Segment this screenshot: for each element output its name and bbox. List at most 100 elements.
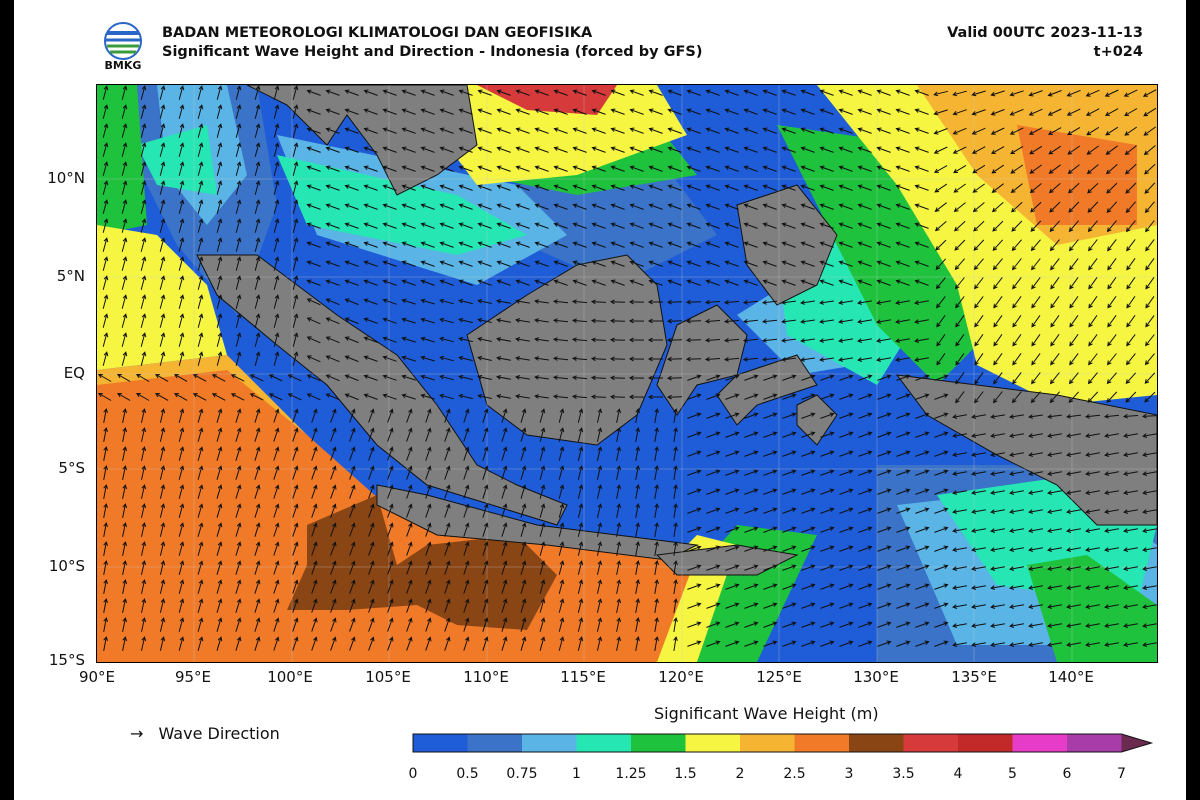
wave-arrow — [330, 484, 337, 499]
wave-arrow — [116, 392, 131, 401]
wave-arrow — [723, 337, 740, 343]
wave-arrow — [577, 522, 584, 537]
wave-arrow — [235, 484, 242, 499]
wave-arrow — [590, 394, 607, 400]
wave-arrow — [914, 319, 929, 324]
wave-arrow — [520, 579, 527, 594]
wave-arrow — [858, 526, 873, 533]
wave-arrow — [800, 338, 815, 343]
wave-arrow — [439, 317, 454, 324]
wave-arrow — [1010, 183, 1023, 194]
wave-arrow — [496, 394, 511, 399]
wave-arrow — [121, 275, 128, 290]
wave-arrow — [687, 545, 702, 552]
wave-arrow — [178, 218, 185, 233]
wave-arrow — [629, 108, 644, 115]
wave-arrow — [292, 522, 299, 537]
wave-arrow — [801, 374, 816, 381]
wave-arrow — [706, 412, 721, 419]
wave-arrow — [197, 180, 204, 195]
wave-arrow — [820, 488, 835, 495]
wave-arrow — [273, 199, 280, 214]
wave-arrow — [140, 256, 147, 271]
wave-arrow — [648, 279, 663, 286]
wave-arrow — [596, 617, 603, 632]
wave-arrow — [725, 602, 740, 609]
wave-arrow — [1145, 277, 1155, 290]
wave-arrow — [368, 484, 375, 499]
wave-arrow — [876, 127, 891, 134]
wave-arrow — [552, 375, 569, 380]
wave-arrow — [1145, 334, 1155, 347]
wave-arrow — [629, 89, 644, 96]
wave-arrow — [990, 604, 1005, 609]
wave-arrow — [706, 507, 721, 514]
wave-arrow — [122, 522, 128, 537]
wave-arrow — [515, 375, 530, 380]
wave-arrow — [971, 146, 986, 154]
wave-arrow — [915, 507, 930, 514]
wave-arrow — [273, 161, 280, 176]
wave-arrow — [706, 488, 721, 495]
wave-arrow — [292, 636, 299, 651]
wave-map[interactable] — [96, 84, 1158, 663]
wave-arrow — [724, 279, 739, 286]
wave-arrow — [974, 391, 984, 404]
wave-arrow — [706, 564, 721, 571]
wave-arrow — [292, 313, 299, 328]
wave-arrow — [368, 598, 375, 613]
wave-arrow — [121, 332, 128, 347]
wave-arrow — [141, 503, 147, 518]
wave-arrow — [235, 598, 242, 613]
wave-arrow — [496, 127, 511, 134]
wave-arrow — [141, 617, 147, 632]
wave-arrow — [306, 336, 321, 344]
wave-arrow — [368, 408, 375, 423]
colorbar-tick-label: 5 — [1008, 766, 1017, 782]
wave-arrow — [1123, 528, 1138, 533]
wave-arrow — [667, 184, 682, 191]
wave-arrow — [103, 427, 108, 442]
wave-arrow — [1126, 315, 1136, 328]
wave-arrow — [102, 256, 109, 271]
wave-arrow — [1106, 353, 1117, 366]
wave-arrow — [991, 146, 1005, 154]
wave-arrow — [896, 545, 911, 552]
wave-arrow — [742, 318, 759, 324]
wave-arrow — [534, 146, 549, 153]
colorbar-tick-label: 2 — [735, 766, 745, 782]
colorbar-outline — [412, 733, 1154, 753]
logo-text: BMKG — [104, 59, 142, 72]
wave-arrow — [839, 393, 854, 400]
wave-arrow — [934, 621, 949, 628]
wave-arrow — [306, 108, 321, 115]
wave-arrow — [552, 394, 569, 399]
wave-arrow — [121, 123, 128, 138]
wave-arrow — [292, 199, 299, 214]
wave-arrow — [896, 469, 911, 476]
wave-arrow — [990, 490, 1005, 495]
wave-arrow — [782, 583, 797, 590]
wave-arrow — [742, 299, 759, 305]
colorbar-segment — [467, 734, 522, 752]
wave-arrow — [819, 241, 834, 248]
wave-arrow — [763, 526, 778, 533]
wave-arrow — [140, 218, 147, 233]
wave-arrow — [934, 183, 948, 193]
wave-arrow — [458, 146, 473, 153]
wave-arrow — [155, 374, 169, 382]
wave-arrow — [254, 161, 261, 176]
wave-arrow — [520, 503, 527, 518]
wave-arrow — [705, 146, 720, 153]
wave-arrow — [610, 222, 625, 229]
wave-arrow — [801, 583, 816, 590]
wave-arrow — [724, 184, 739, 191]
wave-arrow — [197, 560, 204, 575]
wave-arrow — [515, 203, 530, 210]
wave-arrow — [292, 332, 299, 347]
wave-arrow — [273, 294, 280, 309]
wave-arrow — [382, 89, 397, 96]
wave-arrow — [801, 564, 816, 571]
wave-arrow — [387, 579, 394, 594]
wave-arrow — [425, 484, 432, 499]
